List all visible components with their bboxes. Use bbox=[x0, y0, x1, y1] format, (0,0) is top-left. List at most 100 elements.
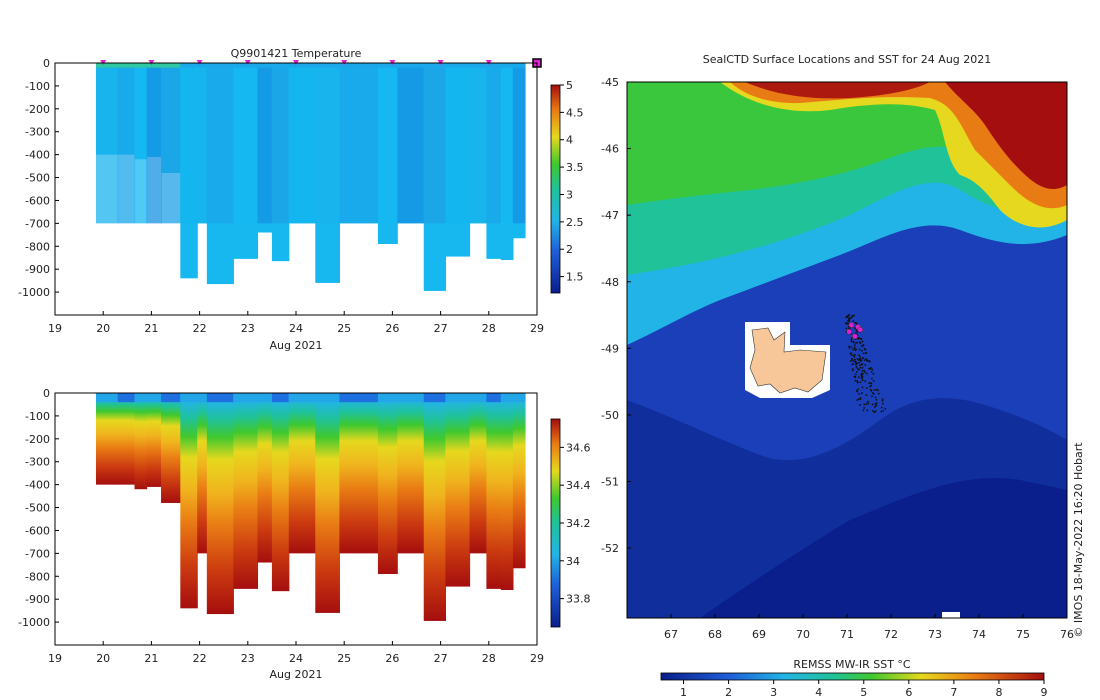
x-tick-label: 23 bbox=[241, 322, 255, 335]
track-point bbox=[864, 363, 867, 366]
profile-cell bbox=[257, 67, 273, 224]
track-point bbox=[856, 390, 859, 393]
track-point bbox=[851, 354, 853, 357]
track-point bbox=[848, 345, 851, 348]
colorbar-tick-label: 4 bbox=[566, 134, 573, 147]
track-point bbox=[853, 344, 856, 347]
profile-cell bbox=[146, 393, 162, 403]
profile-cell bbox=[271, 393, 290, 403]
track-point bbox=[856, 341, 859, 344]
profile-cell bbox=[161, 393, 181, 503]
track-point bbox=[859, 397, 862, 399]
track-point bbox=[881, 399, 884, 402]
track-point bbox=[882, 402, 884, 405]
salinity-colorbar-ticks: 34.6 34.4 34.2 34 33.8 bbox=[560, 441, 591, 606]
x-tick-label: 19 bbox=[48, 652, 62, 665]
profile-cell bbox=[197, 393, 208, 403]
track-point bbox=[866, 400, 869, 403]
track-point bbox=[853, 375, 856, 378]
profile-cell bbox=[146, 393, 162, 487]
track-point bbox=[869, 382, 872, 385]
profile-cell bbox=[206, 63, 234, 68]
track-point bbox=[874, 410, 877, 412]
latest-location-point bbox=[852, 333, 858, 340]
track-point bbox=[872, 372, 875, 375]
map-lon-ticks: 67 68 69 70 71 72 73 74 75 76 bbox=[664, 614, 1074, 641]
track-point bbox=[860, 338, 863, 340]
track-point bbox=[852, 341, 855, 344]
profile-cell bbox=[397, 393, 425, 554]
x-tick-label: 22 bbox=[193, 322, 207, 335]
track-point bbox=[864, 371, 866, 374]
profile-cell bbox=[180, 393, 198, 403]
profile-cell bbox=[397, 63, 425, 68]
track-point bbox=[863, 359, 866, 362]
lon-tick-label: 67 bbox=[664, 628, 678, 641]
track-point bbox=[863, 403, 866, 406]
profile-cell bbox=[512, 67, 526, 224]
profile-cell bbox=[271, 67, 290, 224]
track-point bbox=[861, 377, 864, 380]
track-point bbox=[867, 402, 870, 405]
track-point bbox=[869, 388, 872, 391]
track-point bbox=[871, 377, 873, 380]
track-point bbox=[868, 367, 870, 370]
track-point bbox=[871, 368, 874, 371]
profile-cell bbox=[134, 393, 148, 403]
profile-cell bbox=[397, 393, 425, 403]
track-point bbox=[877, 389, 879, 392]
track-point bbox=[846, 322, 848, 325]
profile-cell bbox=[95, 393, 119, 485]
profile-cell bbox=[288, 393, 316, 554]
x-tick-label: 28 bbox=[482, 652, 496, 665]
sst-colorbar bbox=[660, 672, 1045, 681]
x-tick-label: 20 bbox=[96, 652, 110, 665]
track-point bbox=[861, 366, 864, 369]
track-point bbox=[865, 394, 868, 397]
salinity-panel: 0 -100 -200 -300 -400 -500 -600 -700 -800 -900 -10… bbox=[18, 387, 590, 681]
x-tick-label: 24 bbox=[289, 652, 303, 665]
track-point bbox=[857, 338, 860, 340]
track-point bbox=[873, 389, 876, 391]
profile-cell bbox=[445, 393, 471, 587]
colorbar-tick-label: 5 bbox=[566, 79, 573, 92]
profile-cell bbox=[377, 63, 398, 68]
track-point bbox=[859, 364, 862, 367]
x-tick-label: 28 bbox=[482, 322, 496, 335]
track-point bbox=[881, 398, 884, 400]
y-tick-label: -400 bbox=[25, 479, 50, 492]
track-point bbox=[856, 358, 859, 360]
colorbar-tick-label: 1.5 bbox=[566, 271, 584, 284]
track-point bbox=[857, 376, 860, 379]
y-tick-label: -500 bbox=[25, 172, 50, 185]
track-point bbox=[864, 348, 867, 351]
colorbar-tick-label: 3 bbox=[566, 188, 573, 201]
temperature-x-label: Aug 2021 bbox=[270, 339, 323, 352]
track-point bbox=[866, 409, 869, 412]
sst-colorbar-label: REMSS MW-IR SST °C bbox=[793, 658, 911, 671]
track-point bbox=[852, 348, 854, 351]
track-point bbox=[849, 359, 852, 362]
colorbar-tick-label: 2.5 bbox=[566, 216, 584, 229]
y-tick-label: -400 bbox=[25, 149, 50, 162]
salinity-y-ticks: 0 -100 -200 -300 -400 -500 -600 -700 -800 -900 -10… bbox=[18, 387, 59, 629]
track-point bbox=[860, 363, 863, 366]
profile-cell bbox=[271, 393, 290, 592]
profile-cell bbox=[288, 67, 316, 224]
track-point bbox=[857, 388, 860, 391]
track-point bbox=[861, 370, 864, 372]
track-point bbox=[854, 360, 857, 363]
temperature-cells bbox=[95, 63, 526, 291]
profile-cell bbox=[95, 393, 119, 403]
track-point bbox=[866, 360, 869, 362]
track-point bbox=[847, 314, 850, 316]
track-point bbox=[862, 356, 865, 359]
track-point bbox=[860, 345, 863, 348]
track-point bbox=[875, 388, 878, 391]
y-tick-label: -800 bbox=[25, 240, 50, 253]
y-tick-label: -500 bbox=[25, 502, 50, 515]
profile-cell bbox=[288, 63, 316, 68]
profile-cell bbox=[315, 67, 340, 224]
colorbar-tick-label: 34.2 bbox=[566, 517, 591, 530]
